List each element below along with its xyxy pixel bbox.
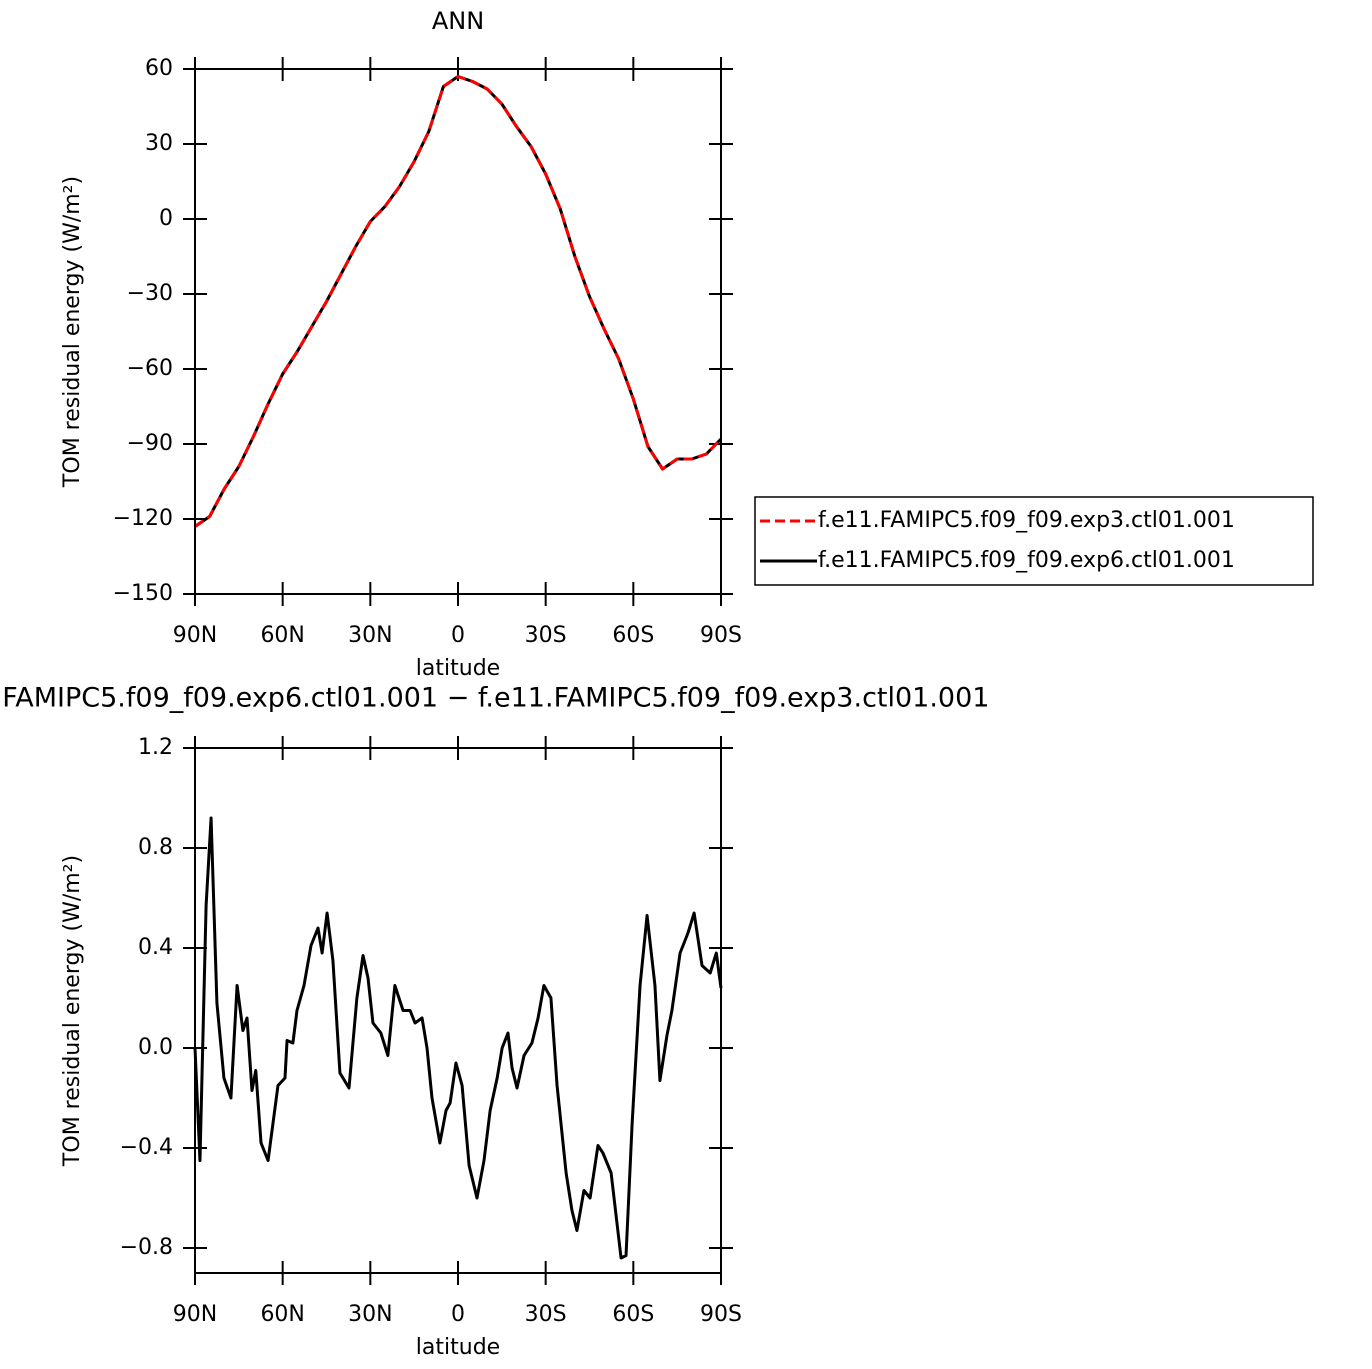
x-axis-label: latitude: [416, 656, 500, 681]
y-tick-label: −120: [113, 506, 173, 531]
y-axis-label: TOM residual energy (W/m²): [60, 855, 85, 1167]
y-tick-label: 30: [145, 131, 173, 156]
x-axis-label: latitude: [416, 1335, 500, 1360]
y-tick-label: −30: [127, 281, 173, 306]
x-tick-label: 60N: [260, 1302, 304, 1327]
legend-box: [754, 496, 1314, 586]
y-tick-label: −150: [113, 581, 173, 606]
x-tick-label: 60N: [260, 623, 304, 648]
x-tick-label: 90S: [700, 1302, 742, 1327]
data-line: [193, 816, 723, 1260]
x-tick-label: 30S: [525, 1302, 567, 1327]
x-tick-label: 60S: [612, 1302, 654, 1327]
x-tick-label: 0: [451, 623, 465, 648]
y-tick-label: 1.2: [138, 735, 173, 760]
x-tick-label: 0: [451, 1302, 465, 1327]
y-tick-label: 0.8: [138, 835, 173, 860]
y-tick-label: −0.8: [120, 1235, 173, 1260]
x-tick-label: 90N: [173, 1302, 217, 1327]
plot-frame: [194, 747, 722, 1274]
legend-label: f.e11.FAMIPC5.f09_f09.exp3.ctl01.001: [818, 508, 1235, 533]
x-tick-label: 30N: [348, 1302, 392, 1327]
y-tick-label: 60: [145, 56, 173, 81]
y-tick-label: 0.0: [138, 1035, 173, 1060]
y-tick-label: 0.4: [138, 935, 173, 960]
chart-title: f.e11.FAMIPC5.f09_f09.exp6.ctl01.001 − f…: [0, 683, 989, 714]
plot-frame: [194, 68, 722, 595]
x-tick-label: 30N: [348, 623, 392, 648]
y-tick-label: 0: [159, 206, 173, 231]
x-tick-label: 90N: [173, 623, 217, 648]
x-tick-label: 30S: [525, 623, 567, 648]
legend-label: f.e11.FAMIPC5.f09_f09.exp6.ctl01.001: [818, 548, 1235, 573]
y-axis-label: TOM residual energy (W/m²): [60, 176, 85, 488]
data-line: [194, 75, 723, 528]
y-tick-label: −60: [127, 356, 173, 381]
data-line: [194, 75, 723, 528]
chart-title: ANN: [432, 7, 484, 35]
x-tick-label: 90S: [700, 623, 742, 648]
y-tick-label: −0.4: [120, 1135, 173, 1160]
x-tick-label: 60S: [612, 623, 654, 648]
y-tick-label: −90: [127, 431, 173, 456]
